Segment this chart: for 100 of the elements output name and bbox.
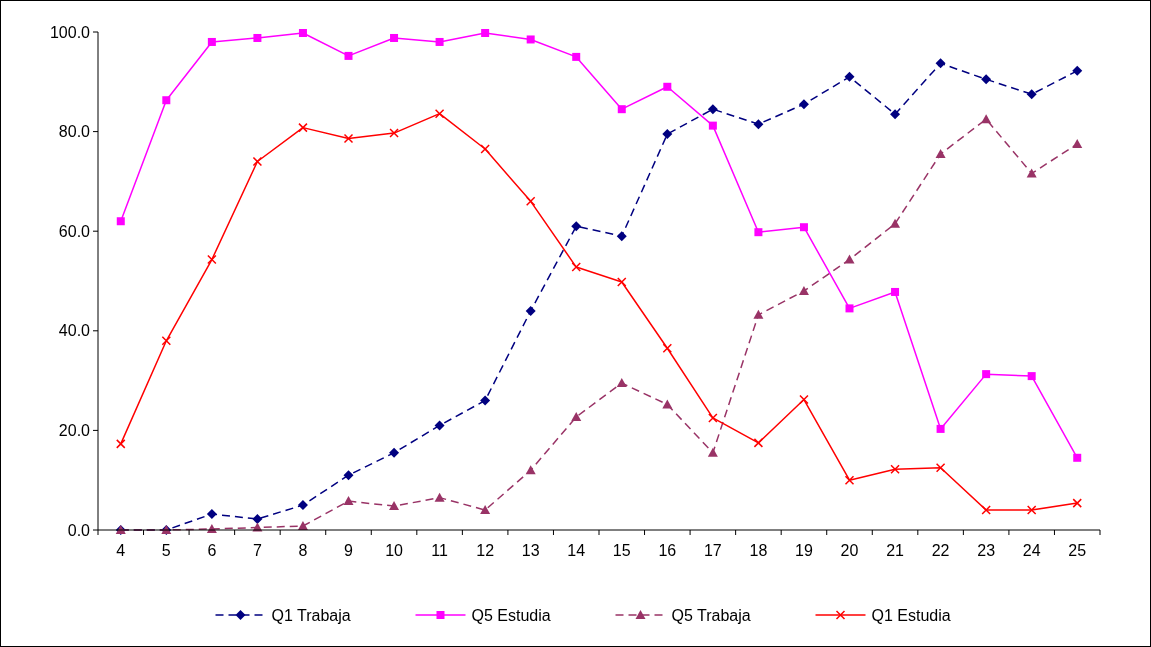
point [571,221,582,232]
point [753,438,764,448]
point [480,505,491,515]
point [571,411,582,421]
point [1072,139,1083,149]
point [116,217,125,226]
point [435,37,444,46]
y-tick-label: 20.0 [58,422,91,439]
x-tick-label: 23 [977,542,996,559]
point [798,99,809,110]
point [799,223,808,232]
point [525,196,536,207]
point [389,501,400,511]
x-tick-label: 19 [795,542,813,559]
point [982,370,991,379]
x-tick-label: 5 [161,542,171,559]
x-tick-label: 18 [749,542,768,559]
point [298,29,307,37]
point [662,343,673,353]
point [617,105,626,114]
point [754,228,763,237]
point [481,29,490,37]
y-tick-label: 80.0 [58,123,91,141]
point [525,305,536,316]
point [663,82,672,91]
point [434,420,445,431]
point [434,492,445,502]
legend-label: Q1 Estudia [871,606,951,624]
point [935,58,946,69]
x-tick-label: 6 [207,542,217,559]
point [344,51,353,60]
y-tick-label: 40.0 [58,322,91,340]
x-tick-label: 20 [840,542,859,559]
point [1072,65,1083,76]
x-tick-label: 21 [886,542,905,559]
point [1026,89,1037,100]
point [844,71,855,82]
point [753,309,764,319]
x-tick-label: 9 [344,542,354,559]
legend-label: Q5 Trabaja [671,606,751,624]
point [708,121,717,130]
point [252,514,263,525]
point [844,254,855,264]
point [935,463,946,473]
y-tick-label: 100.0 [49,23,91,41]
point [253,33,262,42]
point [890,464,900,474]
point [1027,372,1036,381]
point [617,277,627,287]
x-tick-label: 14 [567,542,586,559]
legend-label: Q5 Estudia [471,606,551,624]
point [343,470,354,481]
x-tick-label: 13 [521,542,540,559]
point [890,218,901,228]
point [207,254,217,265]
point [616,378,627,388]
point [1026,505,1037,515]
x-tick-label: 15 [612,542,631,559]
point [708,413,718,423]
point [662,399,673,409]
point [1072,498,1082,508]
x-tick-label: 4 [116,542,126,559]
point [116,439,126,449]
point [891,287,900,296]
point [798,285,809,295]
point [390,33,399,42]
point [389,447,400,458]
x-tick-label: 8 [298,542,308,559]
point [298,122,308,133]
point [162,96,171,105]
point [707,104,718,115]
point [480,395,491,406]
point [389,128,399,138]
point [206,509,217,520]
legend-label: Q1 Trabaja [271,606,351,624]
x-tick-label: 7 [252,542,262,559]
x-tick-label: 25 [1068,542,1087,559]
point [572,52,581,61]
y-tick-label: 0.0 [67,521,91,539]
point [890,109,901,120]
point [1073,453,1082,462]
x-tick-label: 12 [476,542,495,559]
point [981,505,991,515]
point [343,133,354,144]
point [935,149,946,159]
x-tick-label: 24 [1022,542,1041,559]
point [799,394,809,405]
point [161,336,172,346]
point [343,496,354,506]
point [480,144,490,154]
point [662,129,673,140]
point [526,35,535,44]
point [571,262,581,272]
x-tick-label: 16 [658,542,677,559]
point [981,114,992,124]
point [297,500,308,511]
point [753,119,764,130]
point [434,108,445,119]
point [525,465,536,475]
point [936,424,945,433]
